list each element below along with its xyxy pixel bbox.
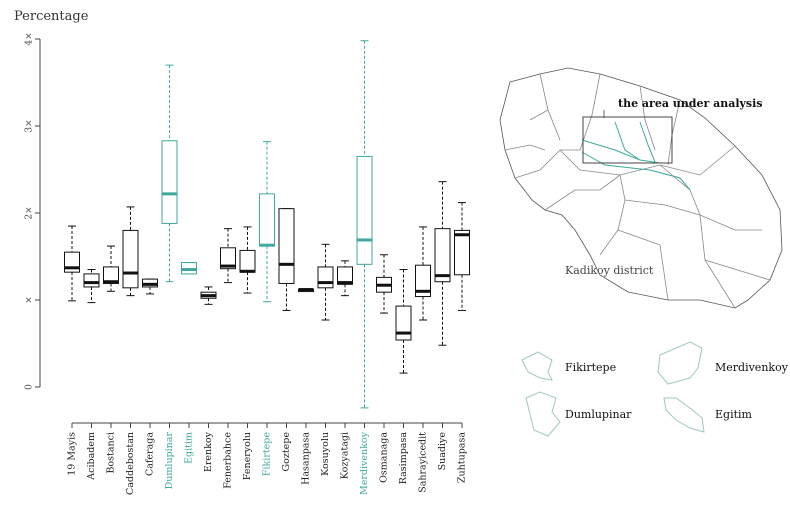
- x-tick-label: Caddebostan: [125, 432, 136, 495]
- x-tick-label: Dumlupinar: [164, 432, 175, 490]
- analysis-area-rect: [582, 116, 673, 164]
- box-19-mayis: [64, 225, 80, 302]
- kadikoy-map: [499, 67, 783, 309]
- legend-fikirtepe: Fikirtepe: [565, 361, 617, 374]
- box-merdivenkoy: [356, 40, 373, 409]
- dumlupinar-shape: [525, 391, 561, 437]
- merdivenkoy-shape: [657, 341, 703, 385]
- chart-boxes: [64, 40, 470, 409]
- box-fikirtepe: [259, 141, 275, 303]
- box-bostanci: [103, 245, 119, 292]
- box-dumlupinar: [161, 64, 178, 283]
- x-tick-label: Suadiye: [437, 432, 448, 471]
- box-kozyatagi: [337, 260, 353, 297]
- box-zuhtupasa: [454, 202, 470, 311]
- box-goztepe: [278, 208, 295, 311]
- district-label: Kadikoy district: [565, 264, 654, 277]
- box-suadiye: [434, 181, 451, 346]
- iqr-box: [259, 193, 275, 247]
- iqr-box: [337, 266, 353, 285]
- chart-axes: 0 × 2× 3× 4×: [25, 32, 463, 428]
- x-tick-label: Goztepe: [281, 432, 292, 472]
- x-tick-label: Zuhtupasa: [457, 432, 468, 483]
- highlight-boundaries: [581, 121, 691, 191]
- box-sahrayicedit: [415, 226, 431, 321]
- iqr-box: [454, 229, 470, 276]
- iqr-box: [415, 264, 431, 298]
- area-under-analysis-label: the area under analysis: [618, 97, 763, 110]
- iqr-box: [83, 273, 100, 288]
- x-tick-label: Kosuyolu: [320, 432, 331, 476]
- x-tick-label: Rasimpasa: [398, 432, 409, 485]
- x-tick-label: Hasanpasa: [301, 432, 312, 485]
- x-tick-label: Caferaga: [145, 432, 156, 476]
- iqr-box: [356, 155, 373, 265]
- box-caddebostan: [122, 206, 139, 297]
- iqr-box: [278, 208, 295, 284]
- x-tick-label: Feneryolu: [242, 432, 253, 480]
- box-egitim: [181, 262, 197, 275]
- iqr-box: [103, 266, 119, 284]
- x-tick-label: Kozyatagi: [340, 432, 351, 479]
- iqr-box: [395, 305, 412, 341]
- egitim-shape: [663, 397, 705, 433]
- iqr-box: [220, 247, 236, 270]
- x-tick-label: Fikirtepe: [262, 432, 273, 476]
- box-rasimpasa: [395, 269, 412, 374]
- x-tick-label: Egitim: [184, 432, 195, 464]
- y-tick-label: 0: [25, 384, 35, 390]
- x-tick-label: Sahrayicedit: [418, 432, 429, 493]
- box-feneryolu: [239, 226, 256, 294]
- box-osmanaga: [376, 254, 392, 314]
- iqr-box: [434, 228, 451, 283]
- box-kosuyolu: [317, 243, 334, 321]
- x-tick-label: Merdivenkoy: [359, 431, 370, 495]
- y-tick-label: 2×: [25, 206, 35, 219]
- fikirtepe-shape: [521, 351, 553, 381]
- iqr-box: [122, 229, 139, 289]
- x-tick-label: 19 Mayis: [67, 432, 78, 476]
- y-tick-label: 3×: [25, 119, 35, 132]
- chart-x-labels: 19 Mayis Acibadem Bostanci Caddebostan Cafer…: [67, 431, 468, 495]
- iqr-box: [239, 249, 256, 273]
- box-caferaga: [142, 278, 158, 295]
- iqr-box: [317, 266, 334, 289]
- legend-dumlupinar: Dumlupinar: [565, 408, 632, 421]
- y-tick-label: 4×: [25, 32, 35, 45]
- box-hasanpasa: [298, 288, 314, 293]
- box-fenerbahce: [220, 228, 236, 284]
- map-legend-shapes: [521, 341, 705, 437]
- y-tick-label: ×: [25, 296, 35, 304]
- y-axis-label: Percentage: [14, 9, 89, 24]
- box-erenkoy: [200, 286, 217, 305]
- x-tick-label: Fenerbahce: [223, 432, 234, 489]
- legend-merdivenkoy: Merdivenkoy: [715, 361, 788, 374]
- iqr-box: [161, 140, 178, 224]
- x-tick-label: Osmanaga: [379, 432, 390, 483]
- x-tick-label: Acibadem: [86, 432, 97, 481]
- legend-egitim: Egitim: [715, 408, 752, 421]
- box-acibadem: [83, 269, 100, 304]
- x-tick-label: Erenkoy: [203, 431, 214, 472]
- x-tick-label: Bostanci: [106, 432, 117, 474]
